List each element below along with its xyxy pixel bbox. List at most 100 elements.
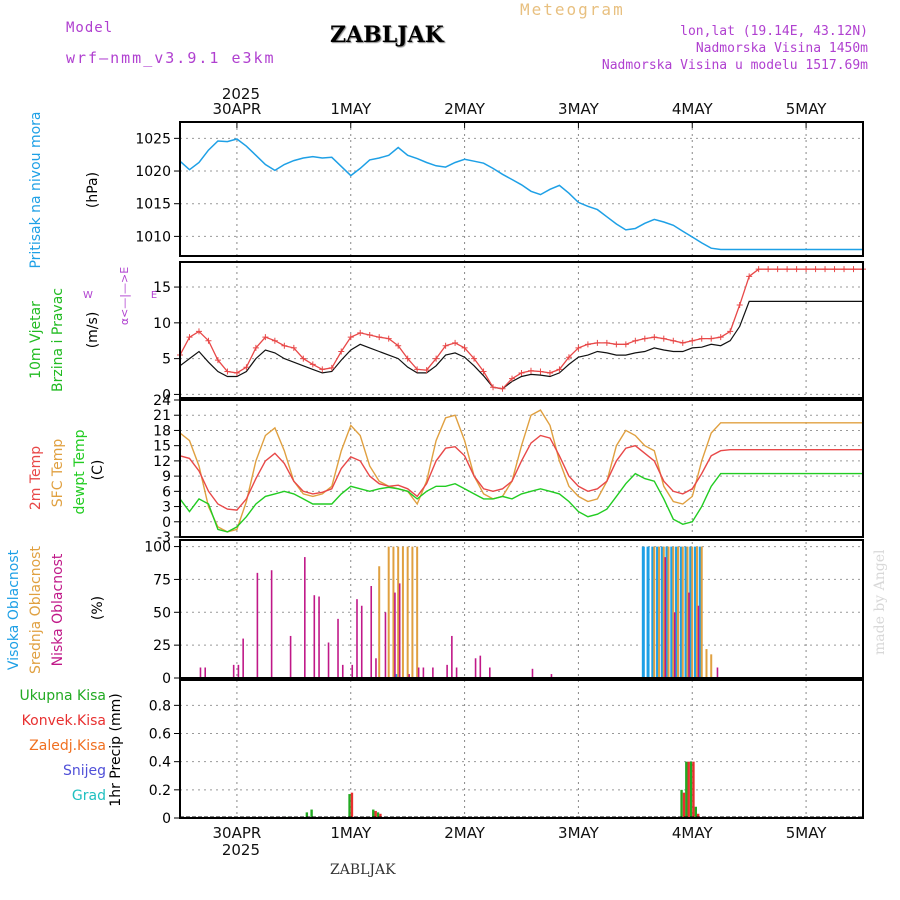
y-tick-label-clouds: 100	[144, 540, 171, 556]
wind-speed-marker	[471, 355, 478, 362]
panel-frame-wind	[179, 261, 864, 399]
time-tick-label-top: 2MAY	[444, 100, 486, 118]
wind-speed-marker	[433, 355, 440, 362]
wind-speed-marker	[518, 369, 525, 376]
model-label: Model	[66, 20, 114, 36]
wind-speed-marker	[452, 339, 459, 346]
pressure-unit: (hPa)	[85, 172, 101, 208]
time-tick-label-top: 1MAY	[330, 100, 372, 118]
y-tick-label-temperature: 6	[162, 484, 171, 500]
y-tick-label-temperature: 15	[153, 439, 171, 455]
wind-speed-marker	[793, 266, 800, 273]
time-tick-label-top: 3MAY	[558, 100, 600, 118]
year-label-top: 2025	[222, 85, 260, 103]
wind-speed-marker	[755, 266, 762, 273]
t2m-title: 2m Temp	[28, 446, 44, 510]
wind-speed-marker	[717, 334, 724, 341]
sfc-title: SFC Temp	[50, 439, 66, 508]
wind-speed-marker	[584, 341, 591, 348]
wind-speed-marker	[679, 339, 686, 346]
wind-speed-marker	[243, 364, 250, 371]
footer-station: ZABLJAK	[330, 862, 396, 878]
wind-speed-marker	[404, 355, 411, 362]
wind-speed-marker	[423, 367, 430, 374]
wind-speed-marker	[556, 366, 563, 373]
wind-speed-marker	[822, 266, 829, 273]
wind-speed-marker	[651, 334, 658, 341]
time-tick-label-bottom: 2MAY	[444, 824, 486, 842]
time-tick-label-bottom: 1MAY	[330, 824, 372, 842]
wind-speed-marker	[319, 366, 326, 373]
y-tick-label-clouds: 25	[153, 638, 171, 654]
elevation-label: Nadmorska Visina 1450m	[695, 41, 868, 56]
wind-dir-east: E	[151, 290, 157, 301]
y-tick-label-clouds: 0	[162, 671, 171, 687]
y-tick-label-temperature: 21	[153, 408, 171, 424]
time-tick-label-top: 4MAY	[672, 100, 714, 118]
wind-speed-marker	[357, 329, 364, 336]
t2m-line	[179, 434, 863, 511]
y-tick-label-pressure: 1025	[135, 131, 171, 147]
y-tick-label-temperature: 3	[162, 500, 171, 516]
wind-speed-marker	[490, 384, 497, 391]
wind-speed-marker	[736, 301, 743, 308]
wind-speed-marker	[480, 368, 487, 375]
wind-speed-marker	[660, 335, 667, 342]
y-tick-label-wind: 0	[162, 387, 171, 403]
wind-speed-marker	[689, 337, 696, 344]
time-tick-label-bottom: 30APR	[213, 824, 262, 842]
y-tick-label-precip: 0.4	[149, 755, 171, 771]
y-tick-label-pressure: 1010	[135, 229, 171, 245]
wind-speed-marker	[784, 266, 791, 273]
wind-speed-marker	[186, 334, 193, 341]
wind-speed-marker	[271, 337, 278, 344]
meteogram-title: Meteogram	[520, 0, 625, 19]
time-tick-label-bottom: 5MAY	[786, 824, 828, 842]
station-title: ZABLJAK	[330, 22, 444, 48]
wind-speed-marker	[499, 385, 506, 392]
wind-speed-marker	[803, 266, 810, 273]
wind-speed-marker	[442, 342, 449, 349]
wind-speed-marker	[509, 375, 516, 382]
wind-speed-marker	[385, 335, 392, 342]
y-tick-label-pressure: 1020	[135, 164, 171, 180]
wind-speed-marker	[613, 341, 620, 348]
precip-legend-item: Grad	[72, 788, 106, 804]
wind-speed-marker	[565, 354, 572, 361]
wind-speed-marker	[727, 328, 734, 335]
precip-legend-item: Ukupna Kisa	[19, 688, 106, 704]
precip-legend-item: Snijeg	[63, 763, 106, 779]
wind-speed-marker	[670, 337, 677, 344]
y-tick-label-clouds: 50	[153, 605, 171, 621]
cloud-low-title: Niska Oblacnost	[50, 553, 66, 666]
wind-speed-marker	[632, 337, 639, 344]
wind-unit: (m/s)	[85, 312, 101, 349]
wind-speed-marker	[831, 266, 838, 273]
wind-speed-marker	[765, 266, 772, 273]
precip-legend-item: Konvek.Kisa	[22, 713, 106, 729]
y-tick-label-wind: 10	[153, 316, 171, 332]
y-tick-label-wind: 15	[153, 280, 171, 296]
wind-speed-marker	[622, 341, 629, 348]
wind-speed-marker	[328, 364, 335, 371]
wind-speed-marker	[698, 335, 705, 342]
year-label-bottom: 2025	[222, 841, 260, 859]
y-tick-label-precip: 0.8	[149, 698, 171, 714]
wind-speed-marker	[205, 337, 212, 344]
time-tick-label-top: 5MAY	[786, 100, 828, 118]
dewpoint-line	[179, 472, 863, 533]
time-tick-label-bottom: 3MAY	[558, 824, 600, 842]
y-tick-label-precip: 0.6	[149, 727, 171, 743]
wind-speed-marker	[338, 348, 345, 355]
wind-speed-marker	[708, 335, 715, 342]
wind-speed-marker	[603, 339, 610, 346]
wind-speed-marker	[594, 339, 601, 346]
y-tick-label-wind: 5	[162, 352, 171, 368]
y-tick-label-precip: 0.2	[149, 783, 171, 799]
wind-speed-marker	[309, 361, 316, 368]
pressure-line	[179, 138, 863, 251]
y-tick-label-temperature: 24	[153, 393, 171, 409]
dewpt-title: dewpt Temp	[72, 429, 88, 514]
temperature-unit: (C)	[90, 460, 106, 481]
